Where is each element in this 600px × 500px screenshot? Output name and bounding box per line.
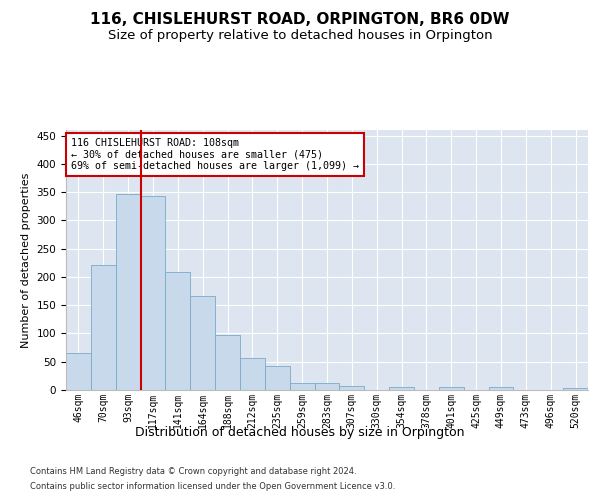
Text: 116 CHISLEHURST ROAD: 108sqm
← 30% of detached houses are smaller (475)
69% of s: 116 CHISLEHURST ROAD: 108sqm ← 30% of de… — [71, 138, 359, 171]
Bar — [563, 388, 588, 390]
Bar — [240, 358, 265, 390]
Text: Distribution of detached houses by size in Orpington: Distribution of detached houses by size … — [135, 426, 465, 439]
Bar — [314, 382, 340, 390]
Bar — [215, 335, 240, 390]
Text: Contains HM Land Registry data © Crown copyright and database right 2024.: Contains HM Land Registry data © Crown c… — [30, 467, 356, 476]
Bar — [190, 296, 215, 390]
Bar — [488, 387, 514, 390]
Bar — [140, 196, 166, 390]
Bar — [439, 387, 464, 390]
Bar — [66, 354, 91, 390]
Text: Contains public sector information licensed under the Open Government Licence v3: Contains public sector information licen… — [30, 482, 395, 491]
Bar — [91, 265, 116, 390]
Text: Size of property relative to detached houses in Orpington: Size of property relative to detached ho… — [107, 29, 493, 42]
Bar — [290, 382, 314, 390]
Bar — [389, 386, 414, 390]
Bar — [116, 194, 140, 390]
Text: 116, CHISLEHURST ROAD, ORPINGTON, BR6 0DW: 116, CHISLEHURST ROAD, ORPINGTON, BR6 0D… — [90, 12, 510, 28]
Y-axis label: Number of detached properties: Number of detached properties — [21, 172, 31, 348]
Bar — [166, 272, 190, 390]
Bar — [265, 366, 290, 390]
Bar — [340, 386, 364, 390]
